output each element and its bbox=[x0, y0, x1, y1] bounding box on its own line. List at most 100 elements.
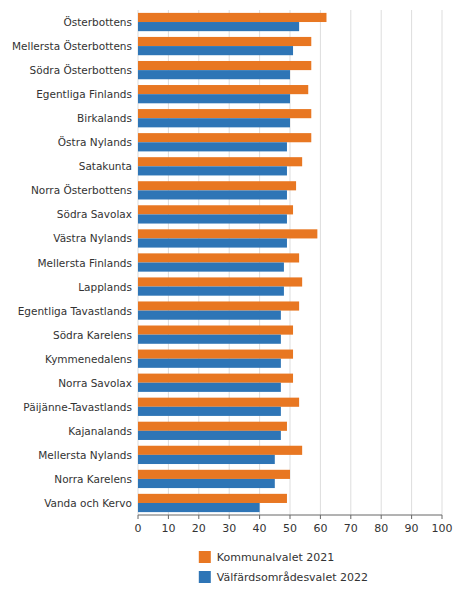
bar bbox=[138, 446, 302, 455]
tick-mark bbox=[350, 515, 351, 519]
tick-label: 30 bbox=[222, 522, 236, 535]
bar bbox=[138, 301, 299, 310]
bar bbox=[138, 85, 308, 94]
grid-line bbox=[350, 10, 351, 515]
category-label: Södra Karelens bbox=[53, 329, 132, 341]
category-label: Egentliga Tavastlands bbox=[18, 305, 132, 317]
tick-label: 20 bbox=[192, 522, 206, 535]
tick-mark bbox=[259, 515, 260, 519]
category-label: Norra Österbottens bbox=[31, 184, 132, 196]
bar bbox=[138, 503, 260, 512]
bar bbox=[138, 398, 299, 407]
bar bbox=[138, 407, 281, 416]
bar bbox=[138, 46, 293, 55]
grid-line bbox=[381, 10, 382, 515]
bar bbox=[138, 455, 275, 464]
tick-mark bbox=[442, 515, 443, 519]
tick-mark bbox=[411, 515, 412, 519]
grid-line bbox=[411, 10, 412, 515]
bar bbox=[138, 326, 293, 335]
category-label: Österbottens bbox=[63, 16, 132, 28]
bar bbox=[138, 214, 287, 223]
bar bbox=[138, 287, 284, 296]
tick-label: 70 bbox=[344, 522, 358, 535]
bar bbox=[138, 37, 311, 46]
bar bbox=[138, 142, 287, 151]
bar bbox=[138, 422, 287, 431]
tick-mark bbox=[290, 515, 291, 519]
category-label: Norra Savolax bbox=[58, 377, 132, 389]
y-axis: Österbottens Mellersta Österbottens Södra … bbox=[12, 16, 132, 509]
bar bbox=[138, 109, 311, 118]
bar bbox=[138, 22, 299, 31]
legend-swatch bbox=[199, 551, 211, 563]
tick-label: 10 bbox=[161, 522, 175, 535]
tick-label: 80 bbox=[374, 522, 388, 535]
grid bbox=[138, 10, 442, 515]
category-label: Södra Savolax bbox=[57, 208, 132, 220]
category-label: Päijänne-Tavastlands bbox=[23, 401, 132, 413]
bar bbox=[138, 374, 293, 383]
bar bbox=[138, 277, 302, 286]
x-axis: 0 10 20 30 40 50 60 70 80 90 100 bbox=[135, 515, 453, 535]
tick-label: 40 bbox=[253, 522, 267, 535]
tick-label: 100 bbox=[432, 522, 453, 535]
category-label: Västra Nylands bbox=[53, 232, 132, 244]
bar bbox=[138, 383, 281, 392]
bar bbox=[138, 359, 281, 368]
legend-label: Välfärdsområdesvalet 2022 bbox=[217, 571, 368, 584]
legend-swatch bbox=[199, 571, 211, 583]
axis-line bbox=[138, 515, 442, 516]
bar bbox=[138, 479, 275, 488]
tick-mark bbox=[168, 515, 169, 519]
legend: Kommunalvalet 2021 Välfärdsområdesvalet 2… bbox=[199, 551, 368, 584]
tick-mark bbox=[229, 515, 230, 519]
tick-mark bbox=[381, 515, 382, 519]
category-label: Birkalands bbox=[77, 112, 132, 124]
bar bbox=[138, 166, 287, 175]
bar bbox=[138, 70, 290, 79]
bar bbox=[138, 238, 287, 247]
bar bbox=[138, 335, 281, 344]
grid-line bbox=[320, 10, 321, 515]
bar bbox=[138, 311, 281, 320]
category-label: Mellersta Nylands bbox=[38, 449, 132, 461]
tick-mark bbox=[138, 515, 139, 519]
category-label: Satakunta bbox=[79, 160, 132, 172]
bar bbox=[138, 253, 299, 262]
category-label: Mellersta Österbottens bbox=[12, 40, 132, 52]
chart: 0 10 20 30 40 50 60 70 80 90 100 Österbottens Meller… bbox=[0, 0, 454, 605]
bar bbox=[138, 61, 311, 70]
legend-label: Kommunalvalet 2021 bbox=[217, 551, 334, 564]
tick-label: 90 bbox=[405, 522, 419, 535]
category-label: Lapplands bbox=[78, 281, 132, 293]
bar bbox=[138, 470, 290, 479]
bar bbox=[138, 263, 284, 272]
bar bbox=[138, 431, 281, 440]
bar bbox=[138, 157, 302, 166]
bar bbox=[138, 494, 287, 503]
category-label: Kymmenedalens bbox=[45, 353, 132, 365]
tick-mark bbox=[320, 515, 321, 519]
tick-mark bbox=[198, 515, 199, 519]
category-label: Södra Österbottens bbox=[30, 64, 132, 76]
category-label: Egentliga Finlands bbox=[36, 88, 132, 100]
tick-label: 50 bbox=[283, 522, 297, 535]
bar bbox=[138, 133, 311, 142]
bar bbox=[138, 205, 293, 214]
category-label: Östra Nylands bbox=[58, 136, 132, 148]
bar bbox=[138, 190, 287, 199]
tick-label: 60 bbox=[313, 522, 327, 535]
category-label: Vanda och Kervo bbox=[44, 497, 132, 509]
tick-label: 0 bbox=[135, 522, 142, 535]
category-label: Kajanalands bbox=[68, 425, 132, 437]
bars bbox=[138, 13, 326, 512]
bar bbox=[138, 13, 326, 22]
bar bbox=[138, 350, 293, 359]
bar bbox=[138, 118, 290, 127]
bar bbox=[138, 94, 290, 103]
grid-line bbox=[442, 10, 443, 515]
category-label: Mellersta Finlands bbox=[38, 257, 132, 269]
bar bbox=[138, 229, 317, 238]
category-label: Norra Karelens bbox=[54, 473, 132, 485]
